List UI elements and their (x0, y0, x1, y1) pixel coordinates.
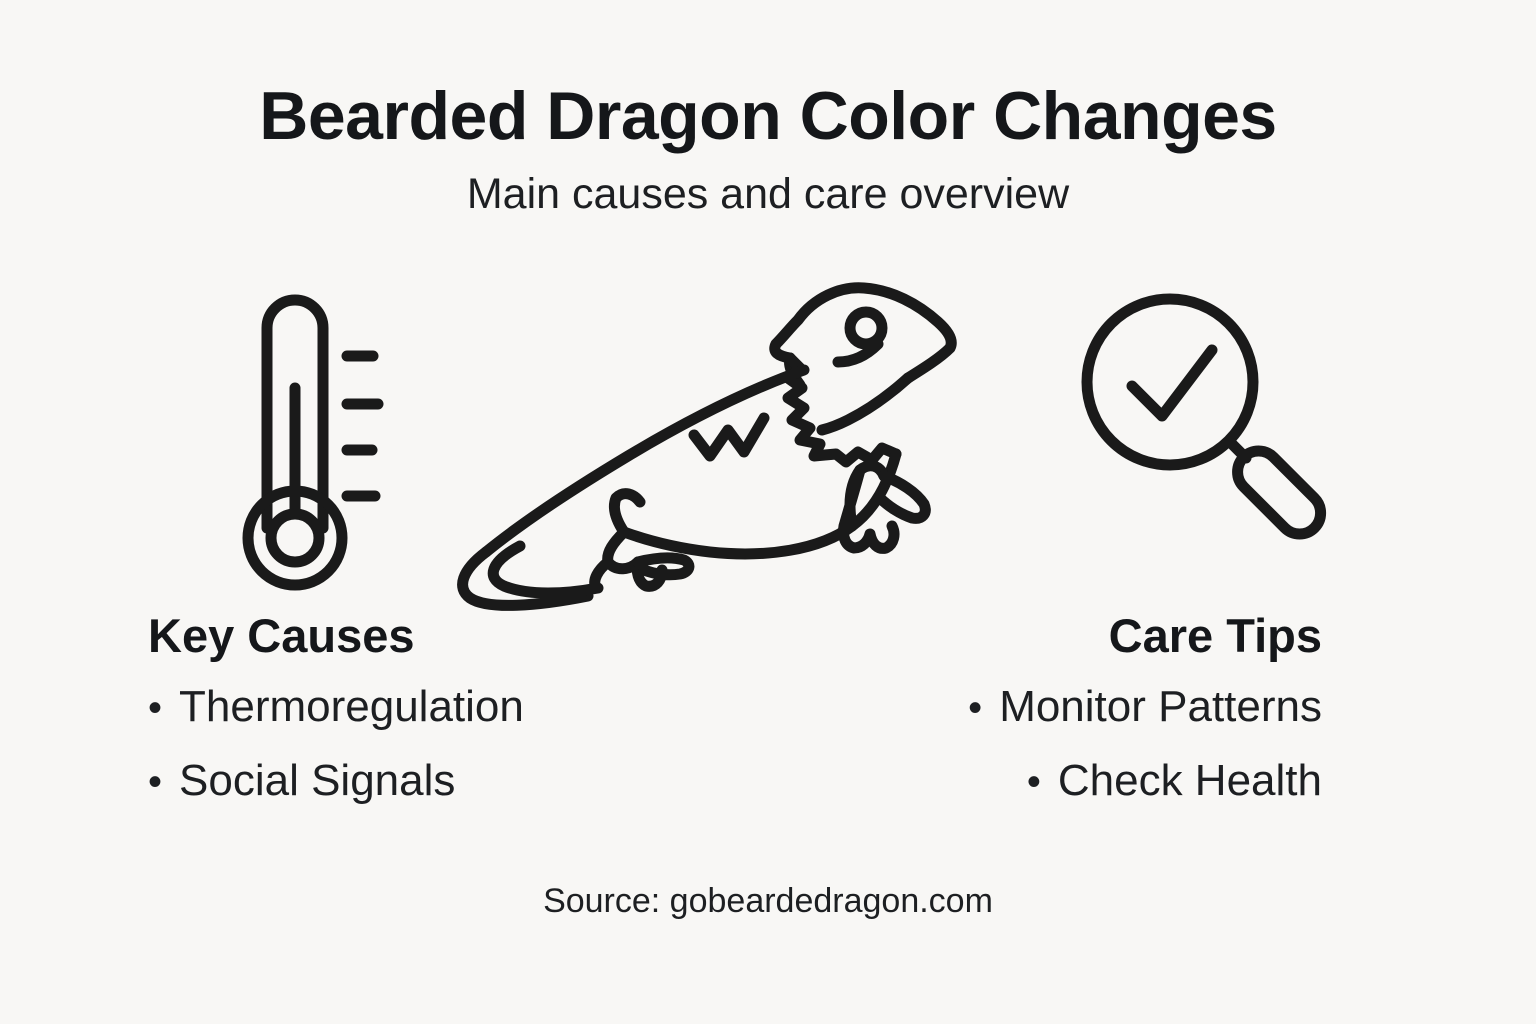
magnifier-check-icon (1060, 270, 1327, 550)
columns-block: Key Causes • Thermoregulation • Social S… (0, 612, 1536, 862)
bullet-list-care-tips: • Monitor Patterns • Check Health (762, 685, 1322, 803)
list-item: • Social Signals (148, 759, 708, 803)
page-subtitle: Main causes and care overview (466, 170, 1070, 219)
bullet-marker-icon: • (148, 686, 163, 730)
source-attribution: Source: gobeardedragon.com (543, 882, 993, 920)
column-care-tips: Care Tips • Monitor Patterns • Check Hea… (762, 612, 1322, 833)
list-item-label: Check Health (1057, 756, 1322, 805)
list-item: • Thermoregulation (148, 685, 708, 729)
list-item-label: Social Signals (179, 756, 456, 805)
bullet-list-key-causes: • Thermoregulation • Social Signals (148, 685, 708, 803)
bullet-marker-icon: • (1026, 760, 1041, 804)
bullet-marker-icon: • (148, 760, 163, 804)
list-item-label: Thermoregulation (179, 682, 524, 731)
column-key-causes: Key Causes • Thermoregulation • Social S… (148, 612, 708, 833)
list-item: • Monitor Patterns (762, 685, 1322, 729)
column-heading-key-causes: Key Causes (148, 609, 415, 662)
header-block: Bearded Dragon Color Changes Main causes… (0, 78, 1536, 219)
list-item: • Check Health (762, 759, 1322, 803)
icon-row (0, 270, 1536, 611)
list-item-label: Monitor Patterns (999, 682, 1322, 731)
page-title: Bearded Dragon Color Changes (259, 78, 1277, 154)
thermometer-icon (215, 270, 430, 600)
bullet-marker-icon: • (968, 686, 983, 730)
bearded-dragon-icon (448, 270, 1003, 611)
column-heading-care-tips: Care Tips (1108, 609, 1322, 662)
